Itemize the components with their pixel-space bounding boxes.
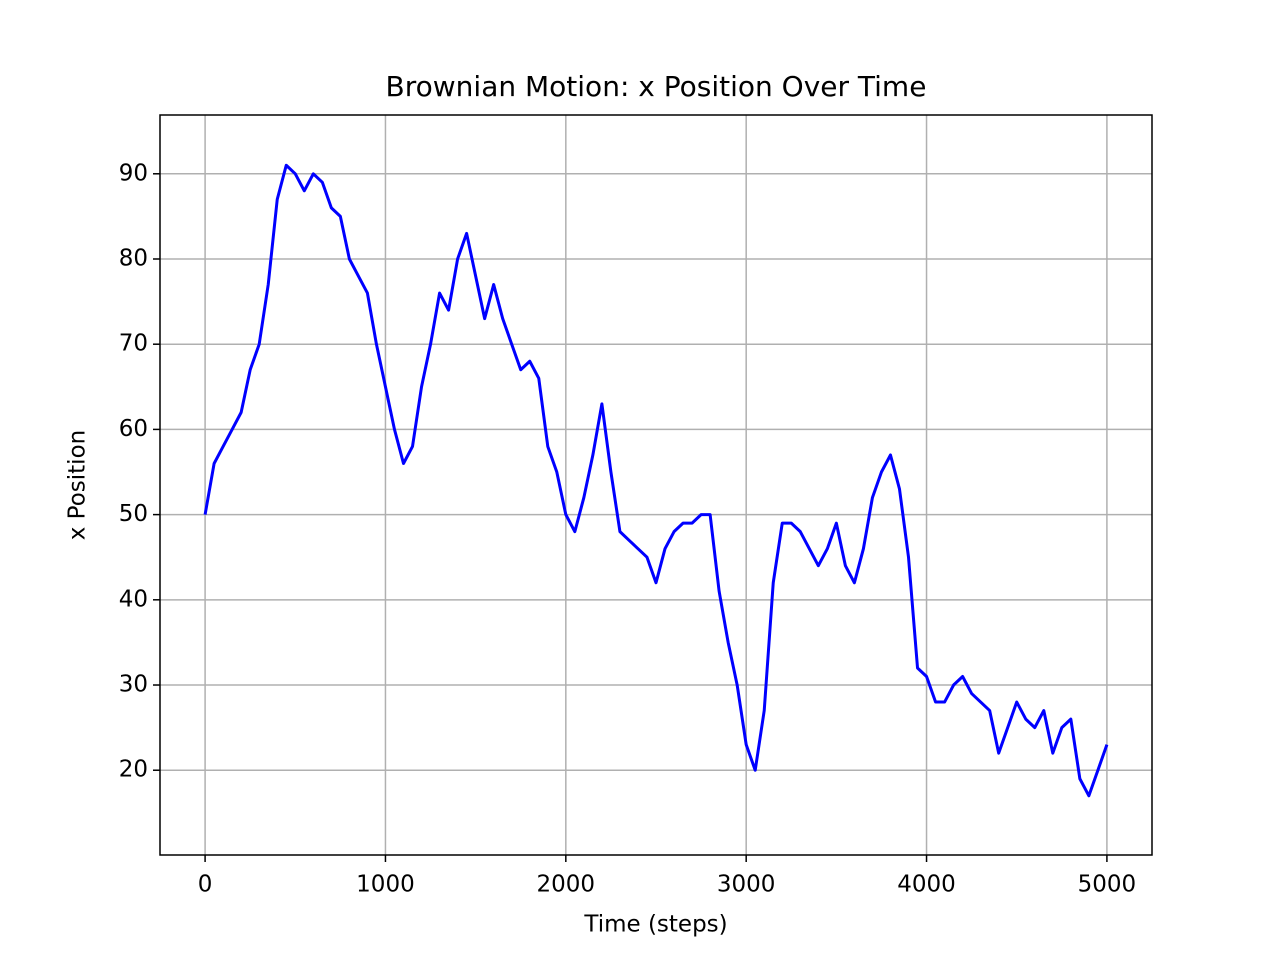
x-tick-label: 1000 [356, 872, 415, 898]
x-tick-label: 4000 [897, 872, 956, 898]
x-tick-label: 0 [198, 872, 213, 898]
data-line [203, 163, 1109, 798]
y-tick-label: 70 [119, 331, 148, 357]
y-tick-label: 30 [119, 672, 148, 698]
x-tick-label: 2000 [537, 872, 596, 898]
y-tick-label: 80 [119, 245, 148, 271]
x-axis-label: Time (steps) [583, 912, 727, 938]
plot-frame [159, 114, 1153, 856]
chart-title: Brownian Motion: x Position Over Time [386, 70, 927, 103]
y-tick-label: 50 [119, 501, 148, 527]
y-tick-label: 20 [119, 757, 148, 783]
y-tick-label: 90 [119, 160, 148, 186]
y-tick-label: 60 [119, 416, 148, 442]
y-axis-label: x Position [65, 430, 91, 540]
y-tick-label: 40 [119, 586, 148, 612]
x-tick-label: 3000 [717, 872, 776, 898]
x-tick-label: 5000 [1078, 872, 1137, 898]
